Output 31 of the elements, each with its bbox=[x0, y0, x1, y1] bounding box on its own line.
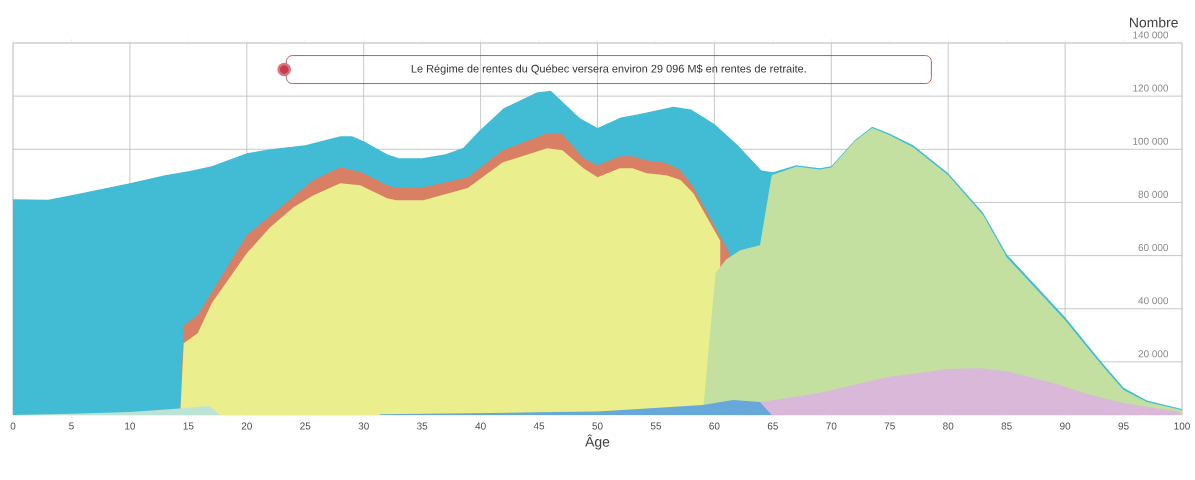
x-tick-label: 70 bbox=[826, 422, 837, 430]
y-tick-label: 60 000 bbox=[1138, 244, 1169, 252]
x-tick-label: 50 bbox=[592, 422, 603, 430]
y-tick-label: 100 000 bbox=[1133, 137, 1169, 145]
x-tick-label: 40 bbox=[475, 422, 486, 430]
x-tick-label: 20 bbox=[241, 422, 252, 430]
x-tick-label: 55 bbox=[650, 422, 662, 430]
x-tick-label: 65 bbox=[767, 422, 778, 430]
y-tick-label: 80 000 bbox=[1138, 190, 1169, 198]
annotation: Le Régime de rentes du Québec versera environ 29 096 M$ en rentes de retraite. bbox=[411, 64, 806, 75]
x-tick-label: 85 bbox=[1001, 422, 1012, 430]
y-axis-title: Nombre bbox=[1130, 17, 1178, 28]
x-tick-label: 75 bbox=[884, 422, 895, 430]
x-tick-label: 60 bbox=[709, 422, 720, 430]
y-tick-label: 20 000 bbox=[1138, 350, 1169, 358]
y-tick-label: 140 000 bbox=[1133, 31, 1169, 39]
x-tick-label: 5 bbox=[69, 422, 74, 430]
x-tick-label: 0 bbox=[10, 422, 16, 430]
x-tick-label: 45 bbox=[533, 422, 545, 430]
x-tick-label: 80 bbox=[943, 422, 954, 430]
x-tick-label: 95 bbox=[1118, 422, 1129, 430]
x-tick-label: 100 bbox=[1174, 422, 1190, 430]
x-tick-label: 10 bbox=[125, 422, 136, 430]
x-tick-label: 25 bbox=[300, 422, 311, 430]
y-tick-label: 40 000 bbox=[1138, 297, 1169, 305]
x-tick-label: 90 bbox=[1060, 422, 1071, 430]
x-tick-label: 30 bbox=[358, 422, 369, 430]
y-tick-label: 120 000 bbox=[1133, 84, 1169, 92]
x-tick-label: 35 bbox=[416, 422, 428, 430]
x-axis-title: Âge bbox=[585, 434, 610, 450]
x-tick-label: 15 bbox=[183, 422, 194, 430]
